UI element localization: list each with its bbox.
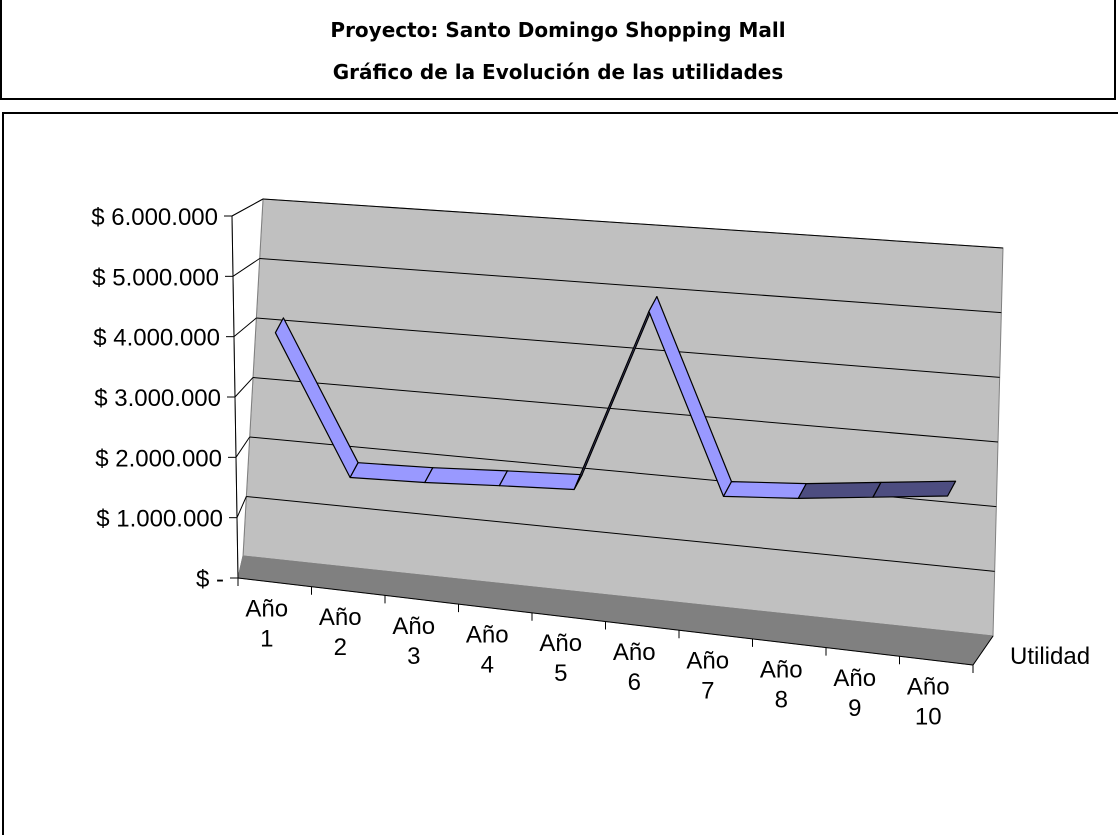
line-segment bbox=[722, 481, 807, 499]
x-tick-label: Año 1 bbox=[245, 595, 288, 652]
y-tick-label: $ 6.000.000 bbox=[91, 204, 218, 231]
y-tick-label: $ 5.000.000 bbox=[92, 264, 219, 291]
page-title: Proyecto: Santo Domingo Shopping Mall bbox=[330, 18, 786, 42]
y-tick-label: $ - bbox=[196, 566, 224, 593]
line-segment bbox=[872, 480, 957, 498]
x-tick-label: Año 10 bbox=[907, 674, 950, 731]
gridline-side bbox=[233, 317, 257, 338]
gridline bbox=[246, 496, 995, 572]
gridline-side bbox=[236, 496, 247, 518]
page-subtitle: Gráfico de la Evolución de las utilidade… bbox=[332, 60, 784, 84]
gridline-side bbox=[232, 258, 260, 277]
y-tick-label: $ 2.000.000 bbox=[95, 445, 222, 472]
x-tick-label: Año 7 bbox=[686, 648, 729, 705]
gridline-side bbox=[231, 198, 264, 217]
x-tick-label: Año 9 bbox=[833, 665, 876, 722]
x-tick-label: Año 3 bbox=[392, 613, 435, 670]
gridline bbox=[262, 198, 1004, 249]
line-segment bbox=[424, 467, 508, 487]
gridline-side bbox=[235, 436, 251, 458]
x-tick-label: Año 6 bbox=[613, 639, 656, 696]
y-tick-label: $ 4.000.000 bbox=[93, 325, 220, 352]
y-tick-label: $ 3.000.000 bbox=[94, 385, 221, 412]
x-tick-label: Año 4 bbox=[466, 621, 509, 678]
title-box: Proyecto: Santo Domingo Shopping Mall Gr… bbox=[0, 0, 1116, 100]
depth-axis-line bbox=[972, 635, 994, 666]
gridline-side bbox=[234, 377, 254, 398]
line-segment bbox=[797, 481, 882, 499]
x-tick-label: Año 8 bbox=[760, 656, 803, 713]
gridline bbox=[256, 317, 1000, 378]
y-tick-label: $ 1.000.000 bbox=[96, 506, 223, 533]
series-label: Utilidad bbox=[1010, 643, 1090, 670]
gridline bbox=[252, 377, 999, 443]
line-segment bbox=[498, 470, 583, 491]
chart-area bbox=[2, 112, 1118, 835]
x-tick-label: Año 2 bbox=[319, 604, 362, 661]
gridline bbox=[259, 258, 1002, 314]
x-tick-label: Año 5 bbox=[539, 630, 582, 687]
